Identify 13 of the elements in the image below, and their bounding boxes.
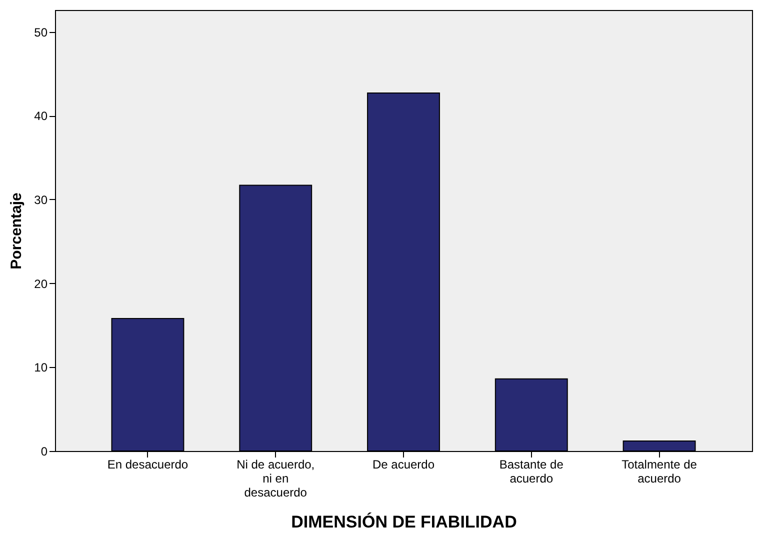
x-tick-label: Totalmente de acuerdo [622, 458, 698, 486]
y-axis-title: Porcentaje [8, 192, 26, 270]
y-tick-label: 50 [34, 25, 48, 40]
y-tick-label: 40 [34, 109, 48, 124]
y-tick-label: 20 [34, 276, 48, 291]
x-tick-label: Bastante de acuerdo [499, 458, 564, 486]
x-tick-label: En desacuerdo [107, 458, 188, 472]
x-tick-label: Ni de acuerdo, ni en desacuerdo [236, 458, 315, 500]
y-tick-label: 10 [34, 360, 48, 375]
y-tick-label: 30 [34, 192, 48, 207]
y-tick-label: 0 [40, 444, 48, 458]
x-axis-title: DIMENSIÓN DE FIABILIDAD [291, 512, 517, 532]
x-tick-label: De acuerdo [372, 458, 435, 472]
